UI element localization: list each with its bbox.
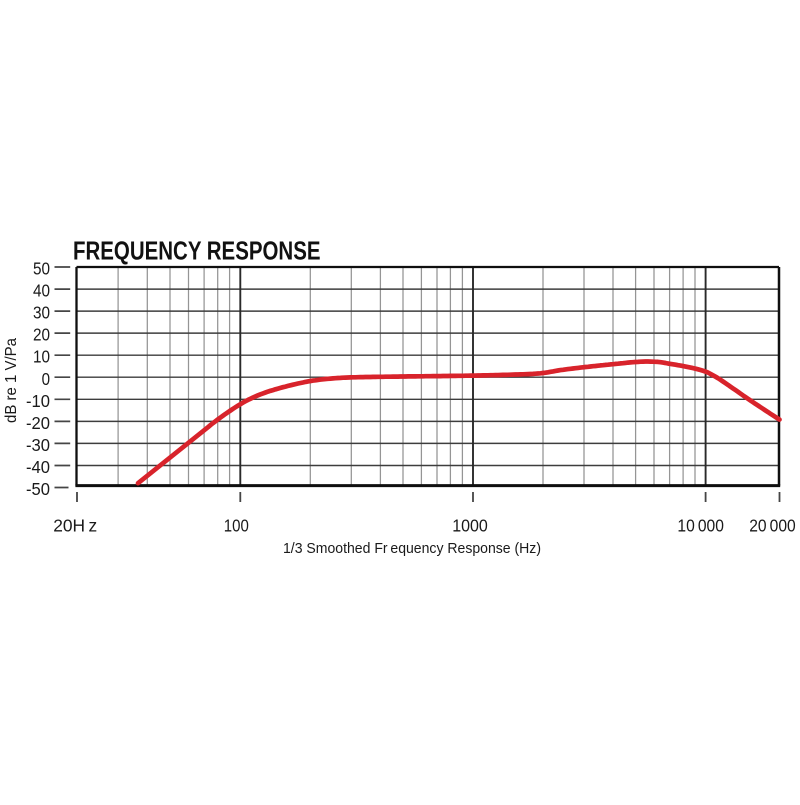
svg-text:20H z: 20H z	[53, 515, 97, 535]
svg-text:10 000: 10 000	[677, 515, 724, 535]
svg-text:100: 100	[224, 515, 249, 535]
svg-text:50: 50	[33, 259, 50, 279]
svg-text:-40: -40	[26, 457, 50, 477]
svg-text:10: 10	[33, 347, 50, 367]
svg-text:-50: -50	[26, 479, 50, 499]
svg-text:FREQUENCY RESPONSE: FREQUENCY RESPONSE	[73, 235, 321, 265]
svg-text:-30: -30	[26, 435, 50, 455]
svg-text:20 000: 20 000	[749, 515, 796, 535]
svg-text:-20: -20	[26, 413, 50, 433]
svg-text:1/3 Smoothed Fr equency Respon: 1/3 Smoothed Fr equency Response (Hz)	[283, 541, 541, 557]
svg-text:40: 40	[33, 281, 50, 301]
svg-text:-10: -10	[26, 391, 50, 411]
svg-text:30: 30	[33, 303, 50, 323]
svg-text:dB re 1 V/Pa: dB re 1 V/Pa	[3, 338, 20, 423]
svg-text:0: 0	[42, 369, 50, 389]
svg-text:1000: 1000	[452, 515, 488, 535]
svg-text:20: 20	[33, 325, 50, 345]
